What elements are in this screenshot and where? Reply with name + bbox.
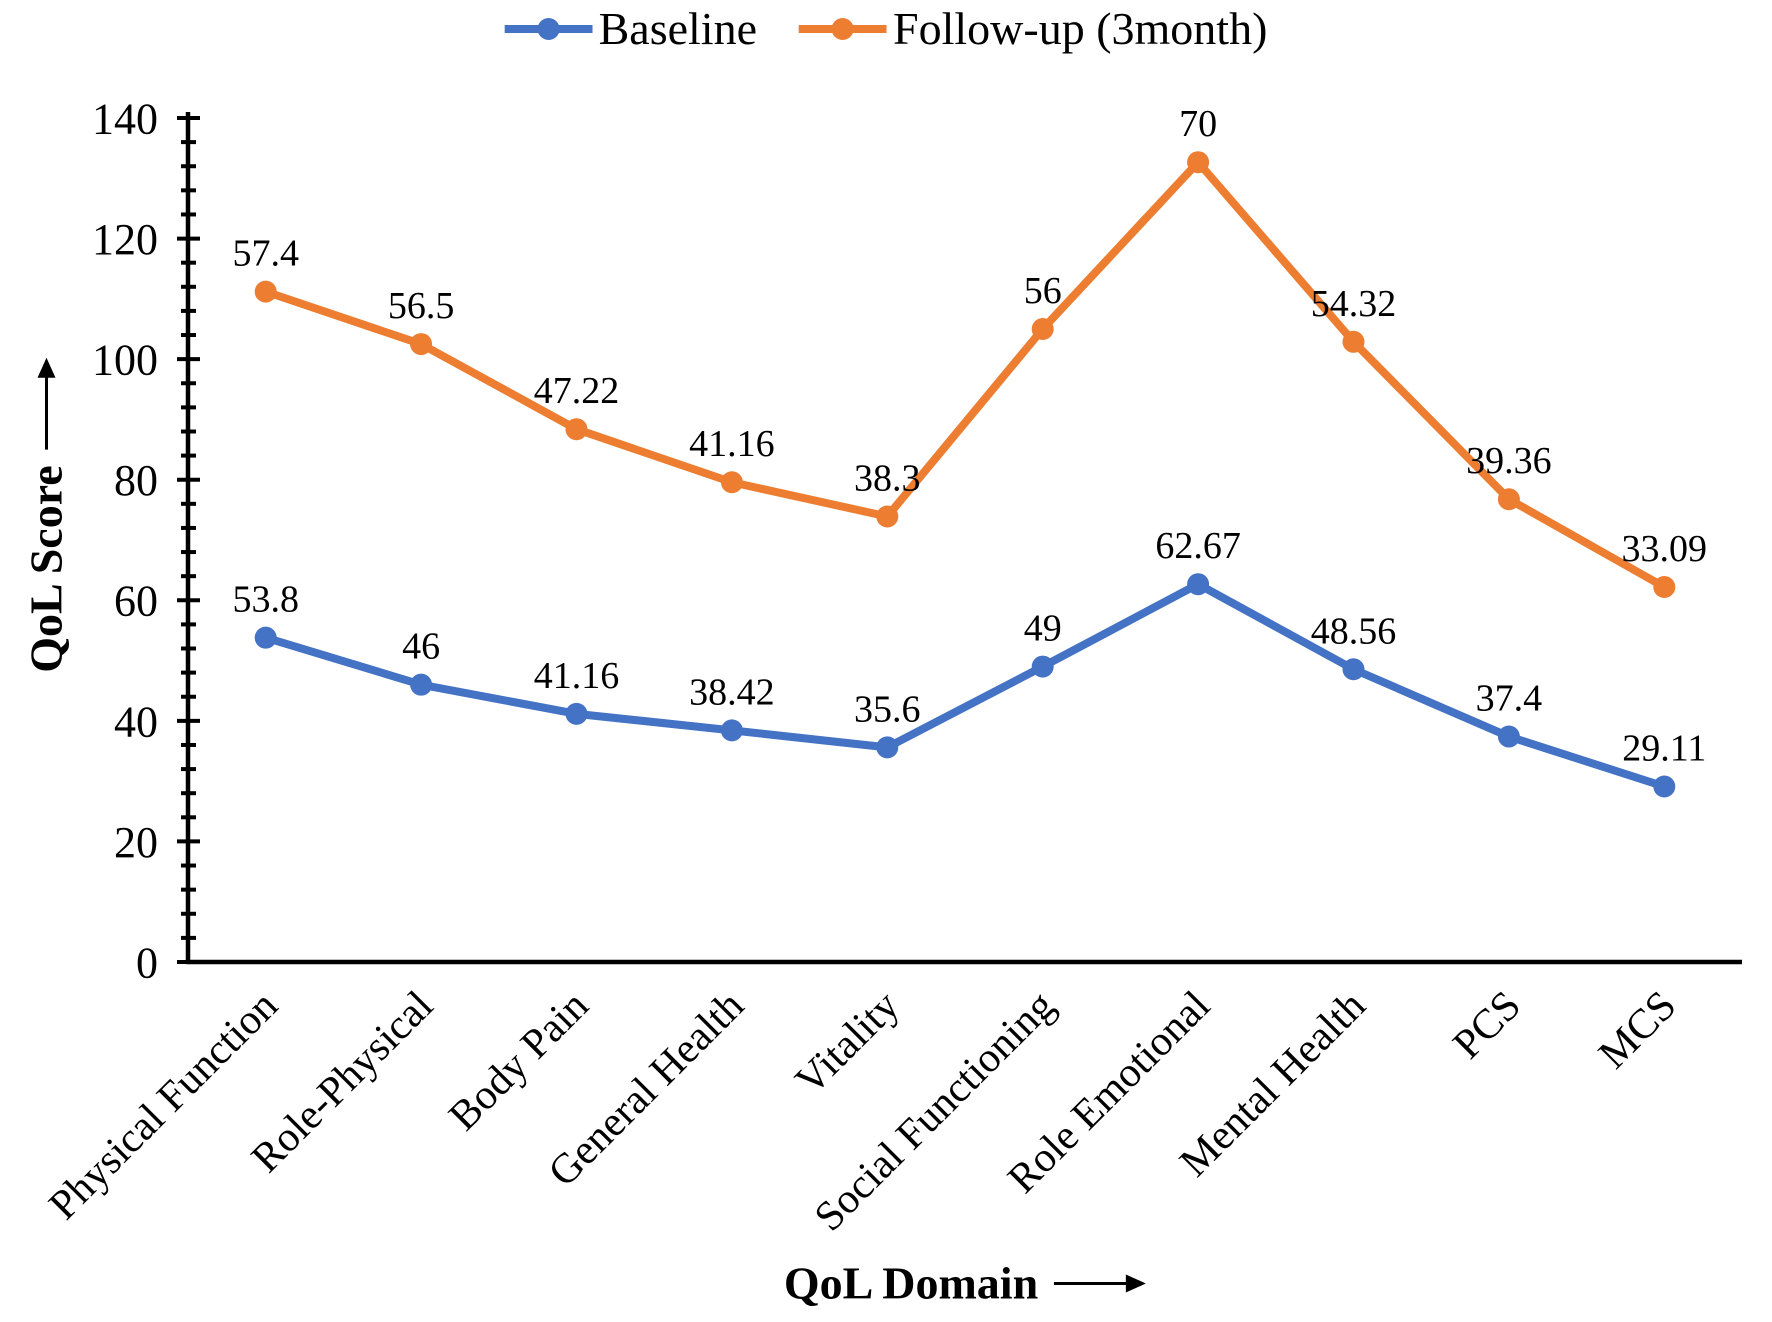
data-point-marker-baseline-mental-health — [1342, 658, 1365, 681]
data-point-marker-follow-up-3month-role-emotional — [1187, 151, 1210, 174]
data-label-baseline-mcs: 29.11 — [1622, 728, 1706, 770]
legend-label-follow-up: Follow-up (3month) — [893, 3, 1268, 54]
up-arrow-icon — [37, 357, 55, 450]
data-label-baseline-pcs: 37.4 — [1476, 678, 1543, 720]
data-label-baseline-general-health: 38.42 — [689, 671, 775, 713]
x-axis-title: QoL Domain — [783, 1257, 1147, 1310]
data-point-marker-follow-up-3month-physical-function — [254, 280, 277, 303]
baseline-series-swatch — [504, 18, 593, 40]
right-arrow-icon — [1054, 1274, 1147, 1292]
data-point-marker-baseline-role-physical — [410, 673, 433, 696]
y-tick-label: 80 — [114, 456, 158, 505]
data-label-baseline-physical-function: 53.8 — [232, 579, 299, 621]
data-point-marker-baseline-role-emotional — [1187, 573, 1210, 596]
data-label-follow-up-3month-pcs: 39.36 — [1466, 440, 1552, 482]
data-label-follow-up-3month-role-physical: 56.5 — [388, 285, 455, 327]
data-label-baseline-vitality: 35.6 — [854, 688, 921, 730]
data-label-follow-up-3month-physical-function: 57.4 — [232, 233, 299, 275]
data-point-marker-baseline-pcs — [1497, 725, 1520, 748]
data-label-baseline-role-physical: 46 — [402, 626, 440, 668]
y-tick-label: 60 — [114, 577, 158, 626]
data-point-marker-follow-up-3month-social-functioning — [1031, 318, 1054, 340]
category-label-pcs: PCS — [1445, 983, 1530, 1068]
y-tick-label: 0 — [136, 938, 158, 987]
data-label-follow-up-3month-general-health: 41.16 — [689, 423, 775, 465]
data-label-baseline-social-functioning: 49 — [1024, 608, 1062, 650]
series-line-follow-up-3month — [261, 158, 1669, 592]
category-label-physical-function: Physical Function — [41, 983, 287, 1229]
legend: Baseline Follow-up (3month) — [504, 3, 1267, 54]
data-label-follow-up-3month-vitality: 38.3 — [854, 457, 921, 499]
legend-label-baseline: Baseline — [598, 3, 758, 54]
category-label-vitality: Vitality — [787, 983, 908, 1104]
category-label-body-pain: Body Pain — [440, 983, 597, 1140]
data-label-baseline-role-emotional: 62.67 — [1155, 525, 1241, 567]
data-point-marker-follow-up-3month-pcs — [1497, 488, 1520, 511]
data-point-marker-baseline-mcs — [1653, 775, 1676, 798]
data-point-marker-baseline-social-functioning — [1031, 655, 1054, 678]
data-label-baseline-mental-health: 48.56 — [1311, 610, 1397, 652]
data-point-marker-follow-up-3month-role-physical — [410, 333, 433, 356]
data-label-follow-up-3month-role-emotional: 70 — [1179, 103, 1217, 145]
legend-item-follow-up: Follow-up (3month) — [799, 6, 1267, 52]
follow-up-series-swatch — [799, 18, 888, 40]
y-tick-label: 120 — [92, 215, 158, 264]
y-axis-title-text: QoL Score — [20, 465, 72, 673]
data-point-marker-baseline-body-pain — [565, 702, 588, 725]
data-label-follow-up-3month-body-pain: 47.22 — [534, 370, 620, 412]
y-tick-label: 40 — [114, 697, 158, 746]
data-point-marker-follow-up-3month-general-health — [720, 471, 743, 494]
data-label-baseline-body-pain: 41.16 — [534, 655, 620, 697]
y-tick-label: 100 — [92, 336, 158, 385]
data-label-follow-up-3month-mental-health: 54.32 — [1311, 283, 1397, 325]
data-point-marker-follow-up-3month-mental-health — [1342, 330, 1365, 353]
y-tick-label: 20 — [114, 818, 158, 867]
y-axis-title: QoL Score — [20, 357, 73, 673]
data-point-marker-follow-up-3month-vitality — [876, 505, 899, 528]
data-point-marker-baseline-general-health — [720, 719, 743, 742]
data-label-follow-up-3month-mcs: 33.09 — [1622, 528, 1708, 570]
data-point-marker-baseline-physical-function — [254, 626, 277, 649]
x-axis-title-text: QoL Domain — [783, 1257, 1039, 1309]
data-point-marker-follow-up-3month-body-pain — [565, 418, 588, 441]
y-tick-label: 140 — [92, 94, 158, 143]
data-point-marker-follow-up-3month-mcs — [1653, 576, 1676, 599]
data-point-marker-baseline-vitality — [876, 736, 899, 759]
category-label-mcs: MCS — [1590, 983, 1685, 1078]
legend-item-baseline: Baseline — [504, 3, 758, 54]
series-line-baseline — [261, 580, 1669, 791]
data-label-follow-up-3month-social-functioning: 56 — [1024, 270, 1062, 312]
